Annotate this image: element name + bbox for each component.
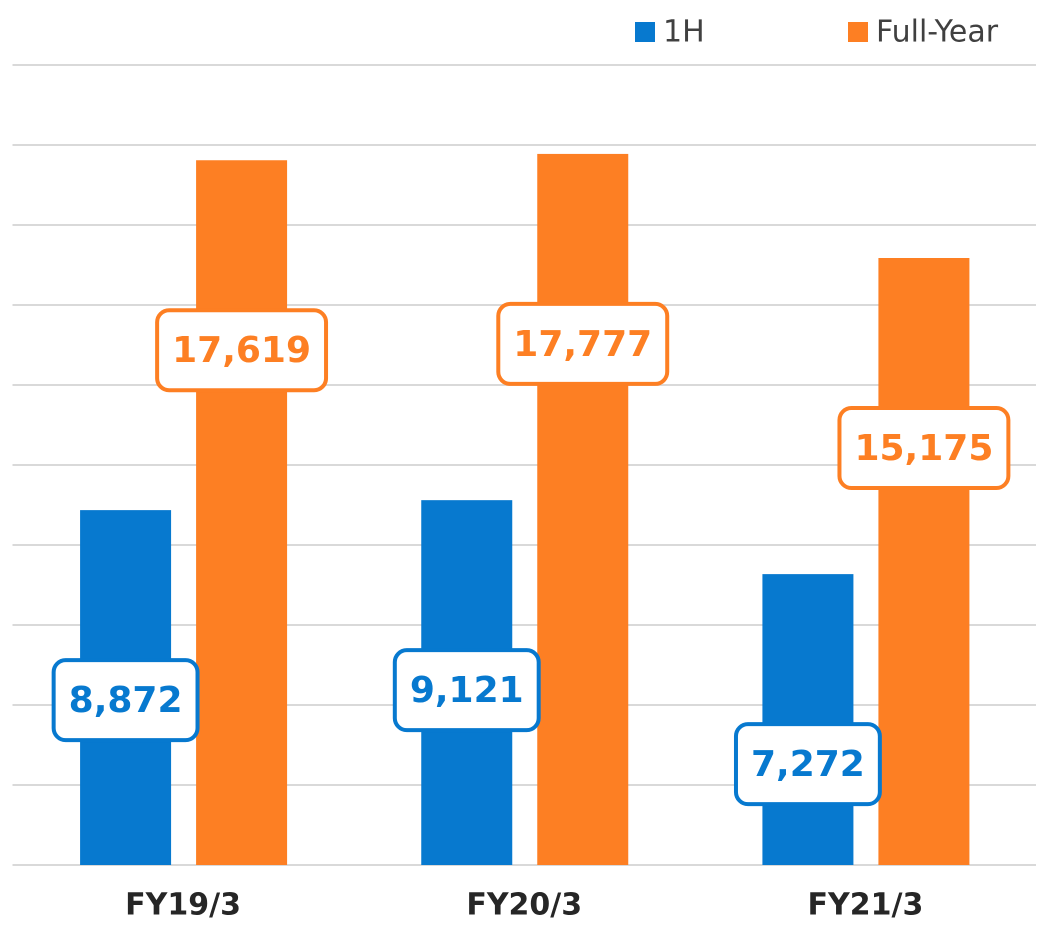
bar (878, 258, 970, 865)
bar (196, 160, 288, 866)
data-label-box (155, 308, 329, 393)
x-tick-label: FY20/3 (466, 888, 582, 923)
legend-label: Full-Year (876, 15, 999, 50)
bar (537, 153, 629, 866)
data-label: 17,619 (172, 330, 311, 371)
legend-swatch (848, 22, 868, 42)
data-label-box (51, 658, 200, 743)
data-label-box (733, 722, 882, 807)
legend-label: 1H (663, 15, 705, 50)
data-label: 17,777 (513, 324, 652, 365)
legend-swatch (635, 22, 655, 42)
x-tick-label: FY21/3 (808, 888, 924, 923)
data-label: 15,175 (854, 428, 993, 469)
bar (762, 574, 854, 865)
data-label: 7,272 (751, 744, 865, 785)
data-label-box (837, 406, 1011, 490)
data-label: 9,121 (410, 670, 524, 711)
data-label-box (496, 301, 670, 386)
x-tick-label: FY19/3 (125, 888, 241, 923)
data-label-box (392, 648, 541, 733)
data-label: 8,872 (69, 680, 183, 721)
